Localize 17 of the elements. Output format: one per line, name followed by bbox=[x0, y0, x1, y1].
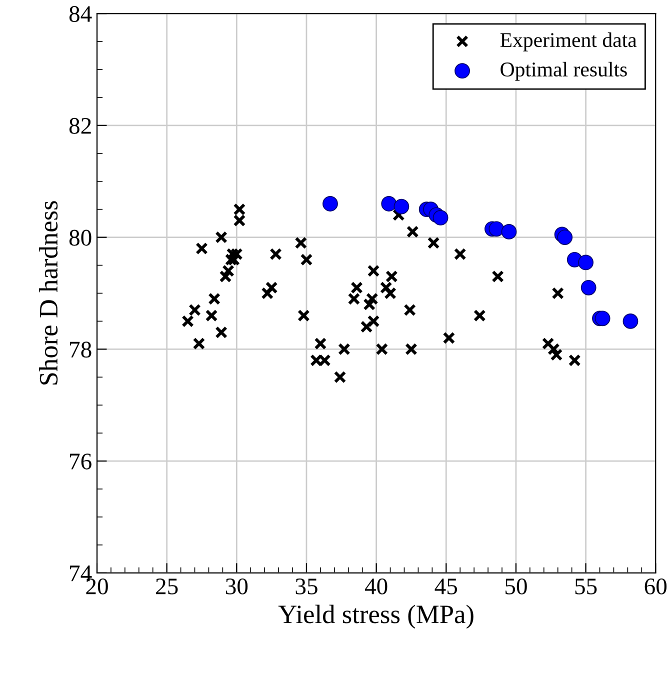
x-tick-label: 60 bbox=[644, 578, 667, 594]
x-axis-title: Yield stress (MPa) bbox=[278, 604, 474, 629]
legend-label: Experiment data bbox=[500, 32, 637, 52]
y-tick-label: 84 bbox=[69, 6, 92, 22]
x-tick-label: 25 bbox=[156, 578, 178, 594]
y-tick-label: 76 bbox=[70, 454, 92, 470]
x-tick-label: 35 bbox=[296, 578, 318, 594]
y-tick-label: 78 bbox=[70, 342, 92, 358]
x-tick-label: 30 bbox=[226, 578, 248, 594]
x-tick-label: 40 bbox=[364, 578, 388, 594]
y-tick-label: 82 bbox=[69, 118, 91, 134]
legend-label: Optimal results bbox=[500, 62, 627, 81]
y-axis-title: Shore D hardness bbox=[39, 201, 58, 385]
x-tick-label: 55 bbox=[575, 578, 597, 594]
x-tick-label: 45 bbox=[434, 578, 458, 594]
y-tick-label: 80 bbox=[69, 230, 92, 246]
x-tick-label: 50 bbox=[506, 578, 527, 594]
